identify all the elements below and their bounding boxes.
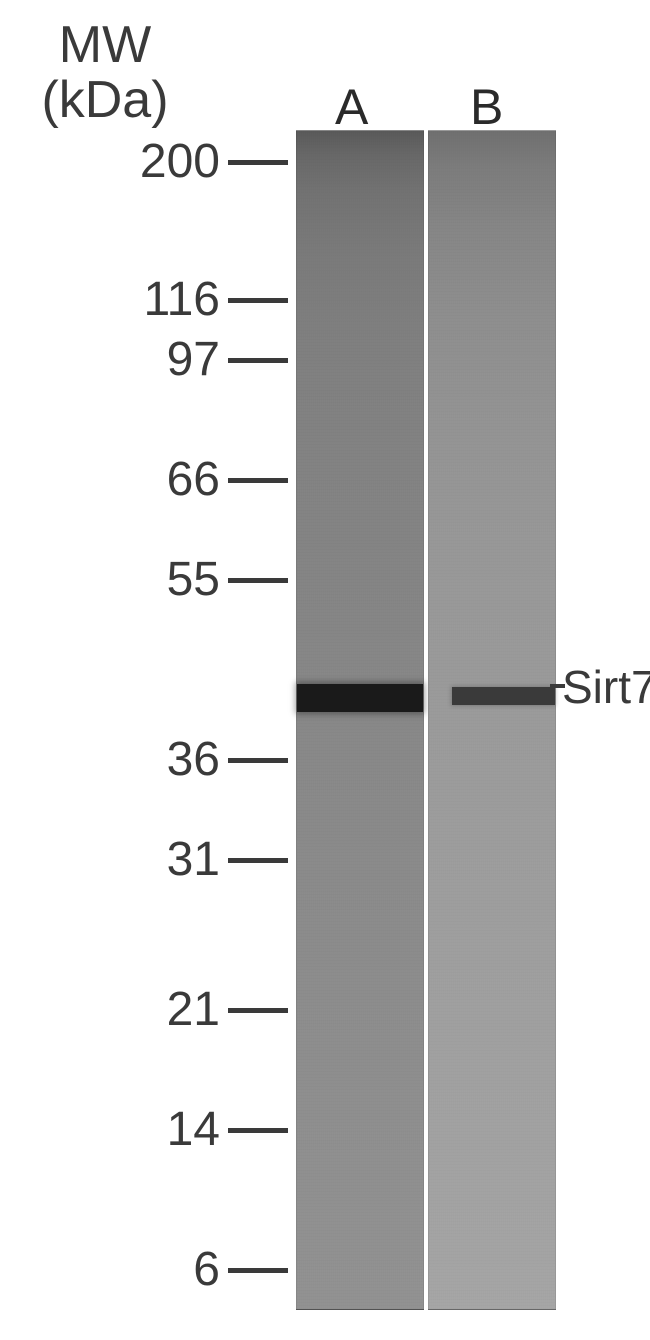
marker-tick bbox=[228, 1128, 288, 1133]
protein-label: Sirt7 bbox=[562, 660, 650, 714]
marker-tick bbox=[228, 1268, 288, 1273]
sirt7-band-lane-b bbox=[452, 687, 555, 705]
mw-header-label: MW bbox=[25, 15, 185, 75]
marker-label: 55 bbox=[120, 552, 220, 607]
marker-label: 97 bbox=[120, 332, 220, 387]
marker-tick bbox=[228, 578, 288, 583]
blot-lanes bbox=[296, 130, 556, 1310]
sirt7-band-lane-a bbox=[297, 684, 423, 712]
marker-tick bbox=[228, 160, 288, 165]
marker-label: 6 bbox=[120, 1242, 220, 1297]
lane-a-blot bbox=[296, 130, 424, 1310]
western-blot-figure: MW (kDa) A B 200 116 97 66 55 36 31 21 1… bbox=[0, 0, 650, 1340]
lane-a-label: A bbox=[335, 78, 368, 136]
marker-tick bbox=[228, 858, 288, 863]
marker-tick bbox=[228, 758, 288, 763]
marker-label: 14 bbox=[120, 1102, 220, 1157]
marker-label: 36 bbox=[120, 732, 220, 787]
marker-tick bbox=[228, 358, 288, 363]
lane-b-label: B bbox=[470, 78, 503, 136]
marker-label: 200 bbox=[120, 134, 220, 189]
mw-unit-label: (kDa) bbox=[15, 70, 195, 130]
lane-b-blot bbox=[428, 130, 556, 1310]
marker-tick bbox=[228, 478, 288, 483]
lane-noise bbox=[429, 131, 555, 1309]
marker-label: 116 bbox=[120, 272, 220, 327]
marker-tick bbox=[228, 1008, 288, 1013]
marker-label: 21 bbox=[120, 982, 220, 1037]
marker-label: 66 bbox=[120, 452, 220, 507]
marker-label: 31 bbox=[120, 832, 220, 887]
lane-noise bbox=[297, 131, 423, 1309]
marker-tick bbox=[228, 298, 288, 303]
